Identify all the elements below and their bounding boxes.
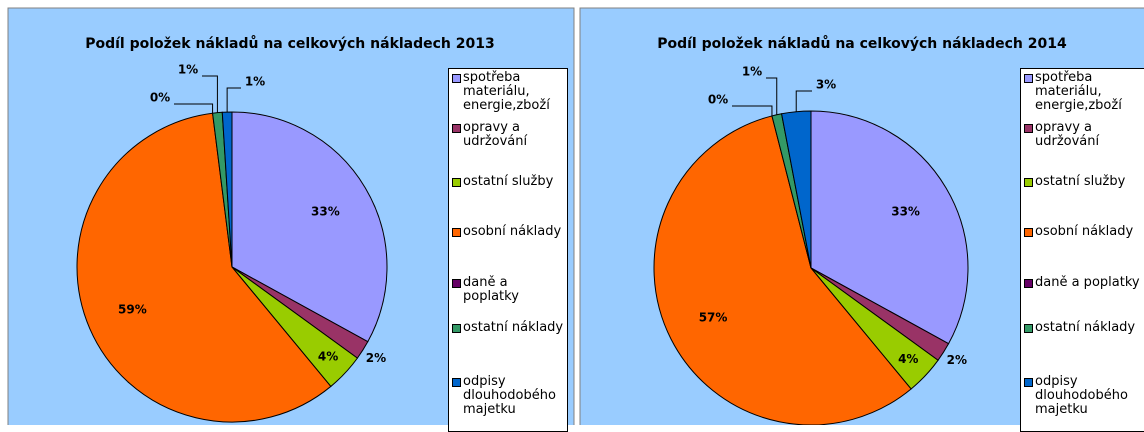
data-label: 2% xyxy=(947,353,967,367)
legend-label: odpisy dlouhodobého majetku xyxy=(1035,374,1128,417)
leader-line xyxy=(766,77,778,115)
legend-label: daně a poplatky xyxy=(1035,275,1140,290)
legend-item: odpisy dlouhodobého majetku xyxy=(1024,375,1144,417)
leader-line xyxy=(732,105,773,116)
legend-label: ostatní náklady xyxy=(1035,320,1136,335)
legend-swatch xyxy=(452,324,461,333)
data-label: 33% xyxy=(891,205,920,219)
pie-slice xyxy=(780,110,812,269)
legend-swatch xyxy=(1024,178,1033,187)
legend-swatch xyxy=(1024,74,1033,83)
data-label: 1% xyxy=(245,75,265,89)
legend-swatch xyxy=(452,74,461,83)
data-label: 4% xyxy=(898,352,918,366)
legend-item: daně a poplatky xyxy=(1024,276,1144,290)
data-label: 1% xyxy=(178,63,198,77)
pie-slice xyxy=(810,110,969,345)
legend-item: spotřeba materiálu, energie,zboží xyxy=(452,71,564,113)
legend-label: osobní náklady xyxy=(463,224,562,239)
legend-item: opravy a udržování xyxy=(452,121,564,149)
legend-label: ostatní služby xyxy=(1035,174,1126,189)
legend-item: osobní náklady xyxy=(452,225,564,239)
legend-label: spotřeba materiálu, energie,zboží xyxy=(463,70,550,113)
leader-line xyxy=(795,90,812,112)
legend-item: ostatní služby xyxy=(452,175,564,189)
legend: spotřeba materiálu, energie,zboží opravy … xyxy=(1020,68,1144,432)
legend-item: opravy a udržování xyxy=(1024,121,1144,149)
legend-item: osobní náklady xyxy=(1024,225,1144,239)
leader-line xyxy=(226,87,241,113)
legend-swatch xyxy=(1024,378,1033,387)
pie-slice xyxy=(231,111,388,343)
legend-swatch xyxy=(452,279,461,288)
data-label: 0% xyxy=(150,91,170,105)
data-label: 33% xyxy=(311,204,340,218)
legend-swatch xyxy=(1024,124,1033,133)
data-label: 2% xyxy=(366,351,386,365)
legend-swatch xyxy=(452,124,461,133)
data-label: 1% xyxy=(742,65,762,79)
legend-item: odpisy dlouhodobého majetku xyxy=(452,375,564,417)
data-label: 57% xyxy=(699,310,728,324)
legend-label: spotřeba materiálu, energie,zboží xyxy=(1035,70,1122,113)
legend-label: ostatní služby xyxy=(463,174,554,189)
legend-swatch xyxy=(452,378,461,387)
legend-item: daně a poplatky xyxy=(452,276,564,304)
legend-label: opravy a udržování xyxy=(1035,120,1100,149)
legend-item: spotřeba materiálu, energie,zboží xyxy=(1024,71,1144,113)
pie-slice xyxy=(653,115,912,425)
legend-label: daně a poplatky xyxy=(463,275,519,304)
legend-label: osobní náklady xyxy=(1035,224,1134,239)
data-label: 3% xyxy=(816,78,836,92)
legend-label: ostatní náklady xyxy=(463,320,564,335)
legend-item: ostatní náklady xyxy=(452,321,564,335)
data-label: 59% xyxy=(118,303,147,317)
pie-slice xyxy=(221,111,233,268)
leader-line xyxy=(174,103,214,114)
chart-title: Podíl položek nákladů na celkových nákla… xyxy=(85,35,495,52)
legend-label: opravy a udržování xyxy=(463,120,528,149)
legend-swatch xyxy=(1024,228,1033,237)
legend-swatch xyxy=(452,228,461,237)
chart-title: Podíl položek nákladů na celkových nákla… xyxy=(657,35,1067,52)
pie-slice xyxy=(76,112,332,423)
data-label: 0% xyxy=(708,93,728,107)
legend: spotřeba materiálu, energie,zboží opravy … xyxy=(448,68,568,432)
legend-swatch xyxy=(1024,324,1033,333)
legend-item: ostatní služby xyxy=(1024,175,1144,189)
legend-item: ostatní náklady xyxy=(1024,321,1144,335)
data-label: 4% xyxy=(318,350,338,364)
leader-line xyxy=(202,75,218,113)
legend-swatch xyxy=(1024,279,1033,288)
legend-label: odpisy dlouhodobého majetku xyxy=(463,374,556,417)
legend-swatch xyxy=(452,178,461,187)
